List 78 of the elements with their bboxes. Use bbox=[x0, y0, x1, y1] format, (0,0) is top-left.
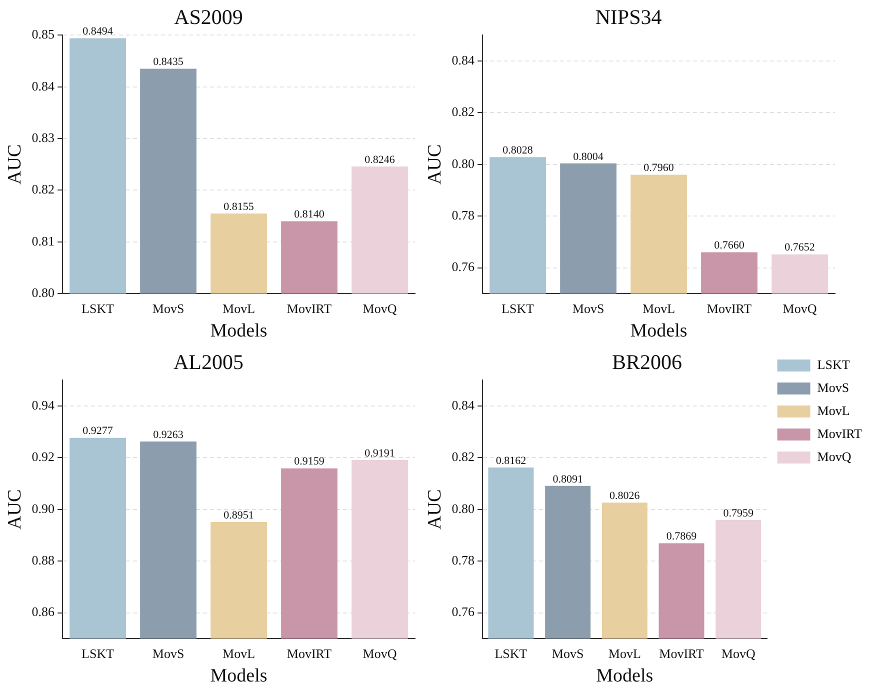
x-tick-label: MovS bbox=[552, 646, 584, 661]
data-label: 0.8162 bbox=[496, 454, 526, 467]
y-tick-label: 0.84 bbox=[452, 52, 476, 68]
data-label: 0.7652 bbox=[784, 242, 815, 254]
data-label: 0.8155 bbox=[224, 200, 254, 213]
y-tick-label: 0.86 bbox=[32, 604, 56, 620]
x-tick-label: MovQ bbox=[362, 646, 398, 661]
data-label: 0.7660 bbox=[714, 240, 745, 252]
y-tick-label: 0.76 bbox=[452, 604, 476, 620]
chart-title: NIPS34 bbox=[595, 5, 662, 30]
x-tick-label: LSKT bbox=[494, 646, 528, 661]
chart-title: BR2006 bbox=[612, 350, 682, 374]
x-tick-label: MovL bbox=[642, 300, 676, 316]
y-tick-label: 0.82 bbox=[452, 104, 475, 120]
data-label: 0.8026 bbox=[610, 490, 640, 502]
data-label: 0.7959 bbox=[723, 507, 754, 520]
y-tick-label: 0.78 bbox=[452, 552, 475, 568]
x-axis-title: Models bbox=[596, 666, 654, 687]
x-tick-label: MovQ bbox=[782, 300, 818, 316]
legend-label: MovL bbox=[817, 402, 850, 418]
x-axis-title: Models bbox=[630, 320, 688, 342]
x-tick-label: MovIRT bbox=[706, 300, 752, 316]
y-tick-label: 0.84 bbox=[452, 397, 476, 412]
x-tick-label: MovQ bbox=[362, 300, 398, 316]
x-tick-label: MovIRT bbox=[286, 646, 332, 661]
y-tick-label: 0.92 bbox=[32, 449, 55, 464]
legend-label: MovS bbox=[817, 380, 850, 395]
x-axis-title: Models bbox=[210, 320, 268, 342]
legend-label: LSKT bbox=[817, 356, 850, 372]
data-label: 0.9191 bbox=[364, 447, 395, 460]
data-label: 0.8028 bbox=[502, 144, 534, 157]
x-tick-label: LSKT bbox=[82, 300, 114, 316]
x-tick-label: LSKT bbox=[82, 646, 114, 661]
x-tick-label: MovIRT bbox=[659, 646, 704, 661]
x-tick-label: MovQ bbox=[721, 646, 756, 661]
y-tick-label: 0.84 bbox=[32, 78, 56, 94]
data-label: 0.7960 bbox=[644, 162, 674, 174]
data-label: 0.8246 bbox=[364, 154, 396, 166]
y-tick-label: 0.80 bbox=[452, 156, 475, 171]
x-tick-label: MovS bbox=[152, 646, 184, 661]
y-tick-label: 0.76 bbox=[452, 259, 476, 274]
chart-title: AS2009 bbox=[174, 5, 243, 30]
x-tick-label: LSKT bbox=[502, 300, 534, 316]
data-label: 0.9159 bbox=[294, 456, 325, 468]
data-label: 0.9263 bbox=[153, 428, 184, 441]
x-tick-label: MovS bbox=[152, 300, 184, 316]
data-label: 0.8140 bbox=[294, 208, 325, 221]
chart-title: AL2005 bbox=[174, 350, 244, 374]
x-tick-label: MovIRT bbox=[286, 300, 332, 316]
data-label: 0.8091 bbox=[552, 473, 583, 486]
y-tick-label: 0.78 bbox=[452, 208, 475, 222]
data-label: 0.7869 bbox=[666, 530, 698, 543]
y-tick-label: 0.94 bbox=[32, 397, 56, 412]
y-axis-title: AUC bbox=[4, 489, 26, 530]
y-axis-title: AUC bbox=[4, 144, 26, 184]
y-tick-label: 0.90 bbox=[32, 500, 55, 516]
x-tick-label: MovS bbox=[572, 300, 604, 316]
x-tick-label: MovL bbox=[608, 646, 641, 661]
data-label: 0.8494 bbox=[82, 26, 114, 38]
y-tick-label: 0.82 bbox=[32, 182, 55, 197]
data-label: 0.8951 bbox=[224, 509, 254, 522]
y-axis-title: AUC bbox=[424, 489, 446, 530]
y-tick-label: 0.82 bbox=[452, 449, 475, 464]
data-label: 0.9277 bbox=[82, 425, 114, 438]
y-tick-label: 0.80 bbox=[452, 500, 475, 516]
y-axis-title: AUC bbox=[424, 144, 446, 184]
data-label: 0.8435 bbox=[153, 56, 184, 68]
legend-label: MovQ bbox=[817, 448, 852, 464]
y-tick-label: 0.88 bbox=[32, 552, 55, 568]
y-tick-label: 0.80 bbox=[32, 285, 55, 300]
legend-label: MovIRT bbox=[817, 426, 862, 441]
x-axis-title: Models bbox=[210, 666, 268, 687]
data-label: 0.8004 bbox=[573, 150, 604, 163]
y-tick-label: 0.81 bbox=[32, 233, 55, 248]
y-tick-label: 0.83 bbox=[32, 130, 55, 145]
y-tick-label: 0.85 bbox=[32, 26, 55, 42]
x-tick-label: MovL bbox=[222, 646, 256, 661]
x-tick-label: MovL bbox=[222, 300, 256, 316]
